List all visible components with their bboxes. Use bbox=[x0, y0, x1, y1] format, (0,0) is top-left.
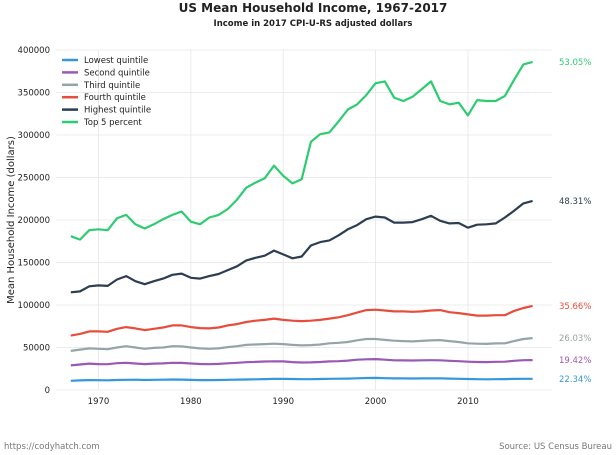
y-tick-label: 150000 bbox=[18, 259, 50, 269]
y-tick-label: 0 bbox=[45, 386, 50, 396]
x-tick-label: 2000 bbox=[365, 397, 387, 407]
legend-entry: Highest quintile bbox=[84, 106, 151, 116]
series-line bbox=[70, 304, 533, 337]
end-label: 53.05% bbox=[559, 58, 591, 68]
x-tick-label: 1970 bbox=[88, 397, 110, 407]
series-line bbox=[70, 337, 533, 352]
y-tick-label: 100000 bbox=[18, 301, 50, 311]
series-line bbox=[70, 60, 533, 241]
legend-entry: Fourth quintile bbox=[84, 93, 146, 103]
footer-right: Source: US Census Bureau bbox=[499, 442, 612, 452]
x-tick-label: 2010 bbox=[457, 397, 479, 407]
x-tick-labels: 1970 1980 1990 2000 2010 bbox=[88, 397, 479, 407]
x-tick-label: 1990 bbox=[272, 397, 294, 407]
legend-entry: Second quintile bbox=[84, 68, 150, 78]
y-tick-label: 300000 bbox=[18, 131, 50, 141]
end-labels: 22.34% 19.42% 26.03% 35.66% 48.31% 53.05% bbox=[559, 58, 591, 385]
y-tick-label: 50000 bbox=[23, 344, 50, 354]
x-tick-label: 1980 bbox=[180, 397, 202, 407]
chart-title: US Mean Household Income, 1967-2017 bbox=[179, 1, 448, 15]
y-tick-label: 400000 bbox=[18, 46, 50, 56]
legend-entry: Lowest quintile bbox=[84, 56, 148, 66]
series-line bbox=[70, 358, 533, 367]
end-label: 19.42% bbox=[559, 356, 591, 366]
y-tick-label: 350000 bbox=[18, 89, 50, 99]
series-lines bbox=[70, 60, 533, 382]
series-line bbox=[70, 199, 533, 294]
y-axis-label: Mean Household Income (dollars) bbox=[6, 136, 17, 304]
series-line bbox=[70, 376, 533, 382]
legend-entry: Third quintile bbox=[83, 81, 140, 91]
chart-subtitle: Income in 2017 CPI-U-RS adjusted dollars bbox=[214, 19, 413, 29]
end-label: 48.31% bbox=[559, 197, 591, 207]
y-tick-labels: 0 50000 100000 150000 200000 250000 300000 3500… bbox=[18, 46, 50, 396]
y-tick-label: 200000 bbox=[18, 216, 50, 226]
end-label: 26.03% bbox=[559, 334, 591, 344]
end-label: 22.34% bbox=[559, 375, 591, 385]
legend: Lowest quintile Second quintile Third quin… bbox=[62, 56, 151, 128]
legend-entry: Top 5 percent bbox=[83, 118, 142, 128]
gridlines bbox=[56, 49, 552, 391]
footer-left: https://codyhatch.com bbox=[4, 442, 100, 452]
end-label: 35.66% bbox=[559, 302, 591, 312]
y-tick-label: 250000 bbox=[18, 174, 50, 184]
